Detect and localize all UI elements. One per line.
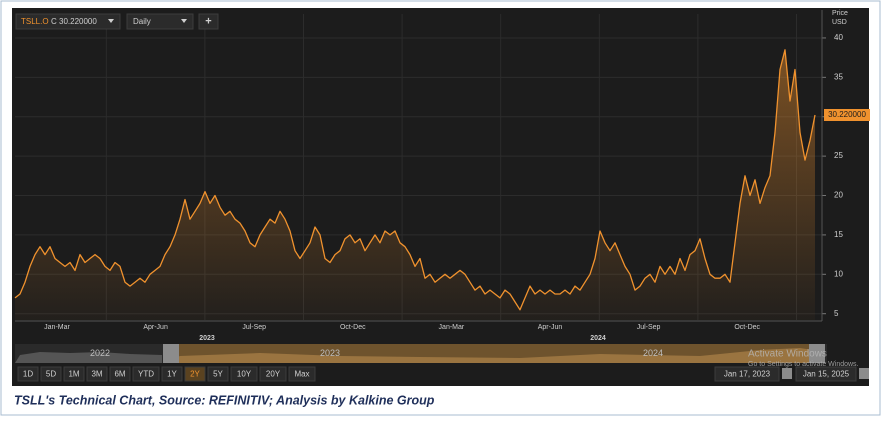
- navigator-year: 2022: [90, 348, 110, 358]
- navigator-year: 2024: [643, 348, 663, 358]
- range-button-label: 1M: [68, 370, 79, 379]
- range-button-label: 1D: [23, 370, 33, 379]
- caption: TSLL's Technical Chart, Source: REFINITI…: [14, 393, 435, 407]
- end-date-box[interactable]: [795, 366, 857, 382]
- currency: USD: [832, 19, 847, 26]
- range-button-label: 6M: [114, 370, 125, 379]
- price-line: [14, 49, 816, 311]
- x-tick-label: Oct-Dec: [734, 324, 760, 331]
- add-button: +: [205, 15, 211, 27]
- range-button-label: 5D: [46, 370, 56, 379]
- y-tick-label: 20: [834, 191, 843, 200]
- calendar-icon[interactable]: [782, 368, 792, 379]
- end-date: Jan 15, 2025: [803, 370, 850, 379]
- y-tick-label: 15: [834, 230, 843, 239]
- navigator-handle[interactable]: [163, 344, 179, 363]
- range-button-label: 10Y: [237, 370, 252, 379]
- interval-box[interactable]: [126, 13, 194, 30]
- navigator-year: 2023: [320, 348, 340, 358]
- range-button[interactable]: [86, 366, 108, 382]
- start-date-box[interactable]: [714, 366, 780, 382]
- range-button-label: Max: [294, 370, 309, 379]
- range-button[interactable]: [207, 366, 229, 382]
- range-button-label: 3M: [91, 370, 102, 379]
- range-button[interactable]: [161, 366, 183, 382]
- y-tick-label: 25: [834, 151, 843, 160]
- x-tick-label: Oct-Dec: [340, 324, 366, 331]
- symbol: TSLL.O: [21, 17, 49, 26]
- navigator-handle[interactable]: [809, 344, 825, 363]
- x-tick-label: Jan-Mar: [44, 324, 70, 331]
- close-label: C 30.220000: [51, 17, 97, 26]
- y-tick-label: 40: [834, 33, 843, 42]
- range-button[interactable]: [40, 366, 62, 382]
- navigator-area: [163, 348, 825, 363]
- chart-panel: [12, 8, 869, 386]
- dropdown-arrow: [108, 19, 114, 23]
- range-button[interactable]: [230, 366, 258, 382]
- axis-title: Price: [832, 10, 848, 17]
- range-button[interactable]: [17, 366, 39, 382]
- navigator-history: [15, 352, 162, 363]
- range-button[interactable]: [63, 366, 85, 382]
- watermark-sub: Go to Settings to activate Windows.: [748, 361, 859, 368]
- x-tick-label: Jul-Sep: [637, 324, 661, 331]
- year-label: 2023: [199, 335, 215, 342]
- x-tick-label: Jul-Sep: [242, 324, 266, 331]
- year-label: 2024: [590, 335, 606, 342]
- y-tick-label: 10: [834, 269, 843, 278]
- last-value-tag: [824, 108, 870, 121]
- watermark: Activate Windows: [748, 349, 827, 360]
- range-button-label: 2Y: [190, 370, 200, 379]
- calendar-icon[interactable]: [859, 368, 869, 379]
- y-tick-label: 5: [834, 309, 839, 318]
- last-value-label: 30.220000: [828, 110, 866, 119]
- range-button-label: 5Y: [213, 370, 223, 379]
- range-button-label: 1Y: [167, 370, 177, 379]
- range-button[interactable]: [132, 366, 160, 382]
- range-button[interactable]: [109, 366, 131, 382]
- y-tick-label: 35: [834, 72, 843, 81]
- start-date: Jan 17, 2023: [724, 370, 771, 379]
- x-tick-label: Apr-Jun: [538, 324, 563, 331]
- add-box[interactable]: [198, 13, 219, 30]
- range-button[interactable]: [184, 366, 206, 382]
- dropdown-arrow: [181, 19, 187, 23]
- price-area: [15, 49, 815, 321]
- range-button-label: 20Y: [266, 370, 281, 379]
- range-button[interactable]: [288, 366, 316, 382]
- symbol-box[interactable]: [15, 13, 121, 30]
- x-tick-label: Apr-Jun: [143, 324, 168, 331]
- interval: Daily: [133, 17, 151, 26]
- range-button[interactable]: [259, 366, 287, 382]
- range-button-label: YTD: [138, 370, 154, 379]
- x-tick-label: Jan-Mar: [439, 324, 465, 331]
